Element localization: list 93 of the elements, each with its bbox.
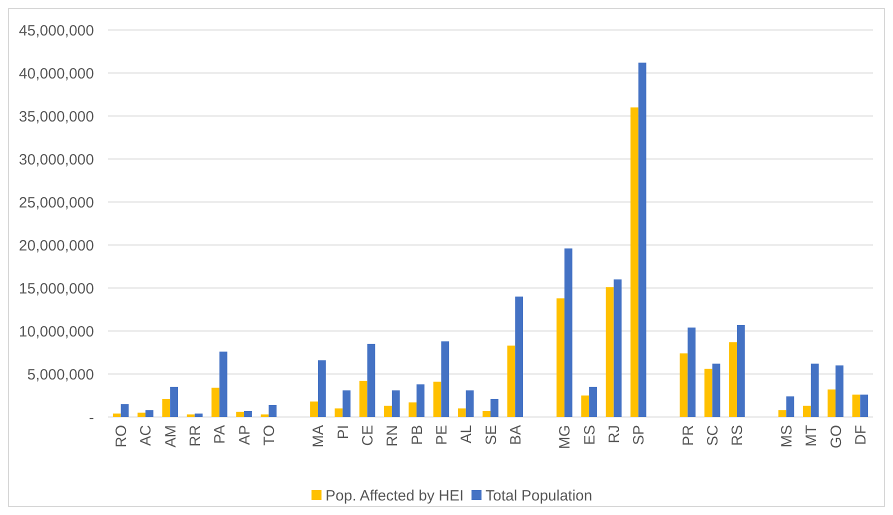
x-tick-label: RN bbox=[384, 425, 402, 447]
bar bbox=[581, 396, 590, 417]
bar bbox=[507, 346, 516, 417]
y-tick-label: 15,000,000 bbox=[18, 280, 94, 298]
bar bbox=[392, 390, 400, 417]
bar bbox=[408, 402, 417, 417]
x-tick-label: CE bbox=[360, 425, 377, 446]
legend-label: Total Population bbox=[486, 487, 592, 504]
bar bbox=[736, 324, 745, 417]
bar bbox=[236, 412, 244, 417]
bar bbox=[433, 382, 442, 417]
y-tick-label: 10,000,000 bbox=[18, 323, 94, 340]
bar bbox=[186, 414, 195, 417]
x-tick-label: TO bbox=[260, 425, 278, 446]
x-tick-label: RS bbox=[729, 425, 746, 446]
bar bbox=[778, 410, 786, 417]
legend-label: Pop. Affected by HEI bbox=[326, 487, 464, 504]
bar bbox=[268, 404, 277, 417]
x-tick-label: SC bbox=[704, 424, 722, 446]
bar bbox=[342, 390, 351, 417]
bar bbox=[212, 388, 220, 417]
x-tick-label: MG bbox=[556, 425, 574, 450]
y-tick-label: 25,000,000 bbox=[18, 194, 94, 212]
bar bbox=[860, 394, 868, 417]
y-tick-label: 40,000,000 bbox=[18, 65, 94, 82]
bar bbox=[384, 406, 392, 417]
x-tick-label: RJ bbox=[606, 425, 623, 444]
bar bbox=[367, 344, 376, 417]
y-tick-label: 20,000,000 bbox=[18, 237, 94, 254]
bar bbox=[359, 380, 368, 417]
bar bbox=[466, 390, 474, 417]
x-tick-label: BA bbox=[507, 425, 524, 446]
bar bbox=[786, 396, 794, 417]
bar bbox=[145, 410, 154, 417]
x-tick-label: PE bbox=[433, 425, 450, 446]
x-tick-label: DF bbox=[852, 425, 870, 445]
bar bbox=[852, 394, 860, 417]
x-tick-label: SE bbox=[482, 425, 500, 446]
bar bbox=[803, 406, 811, 417]
bar bbox=[704, 368, 712, 417]
x-tick-label: RR bbox=[187, 424, 204, 447]
bar bbox=[606, 287, 614, 417]
bar bbox=[810, 364, 819, 417]
bar bbox=[638, 62, 646, 417]
x-tick-label: PB bbox=[408, 425, 426, 446]
y-tick-label: - bbox=[89, 409, 94, 426]
bar bbox=[162, 398, 170, 417]
bar bbox=[515, 296, 524, 417]
x-tick-label: GO bbox=[828, 425, 845, 448]
bar bbox=[458, 408, 466, 417]
y-tick-label: 35,000,000 bbox=[18, 108, 94, 126]
bar bbox=[170, 386, 178, 417]
bar bbox=[112, 414, 121, 417]
x-tick-label: RO bbox=[113, 425, 130, 448]
bar bbox=[334, 408, 343, 417]
bar bbox=[589, 386, 597, 417]
bar bbox=[712, 364, 720, 417]
bar bbox=[219, 352, 228, 417]
bar bbox=[828, 389, 836, 417]
bar bbox=[490, 398, 498, 417]
x-tick-label: PI bbox=[334, 425, 352, 440]
x-tick-label: AM bbox=[162, 425, 180, 448]
bar bbox=[482, 410, 490, 417]
bar bbox=[260, 414, 269, 417]
bar bbox=[556, 298, 564, 417]
x-tick-label: ES bbox=[581, 425, 598, 446]
x-tick-label: MA bbox=[310, 425, 328, 448]
bar bbox=[680, 353, 688, 417]
bar bbox=[564, 248, 572, 417]
bar bbox=[310, 402, 318, 417]
bar bbox=[688, 328, 696, 417]
bar bbox=[138, 412, 146, 417]
bar bbox=[120, 404, 129, 417]
x-tick-label: MT bbox=[803, 425, 820, 447]
bar bbox=[729, 342, 737, 417]
x-tick-label: SP bbox=[630, 425, 648, 446]
y-tick-label: 5,000,000 bbox=[27, 366, 94, 384]
bar bbox=[630, 107, 638, 417]
y-tick-label: 30,000,000 bbox=[18, 151, 94, 168]
bar bbox=[244, 410, 252, 417]
bar bbox=[318, 360, 326, 417]
x-tick-label: AP bbox=[236, 425, 254, 446]
x-tick-label: MS bbox=[778, 425, 796, 448]
bar bbox=[836, 365, 844, 417]
x-tick-label: PA bbox=[212, 425, 229, 444]
x-tick-label: PR bbox=[680, 424, 697, 446]
bar bbox=[614, 279, 622, 417]
y-tick-label: 45,000,000 bbox=[18, 22, 94, 40]
x-tick-label: AL bbox=[458, 425, 476, 444]
bar bbox=[416, 384, 424, 417]
bar bbox=[441, 341, 450, 417]
bar bbox=[194, 414, 203, 417]
x-tick-label: AC bbox=[138, 424, 155, 446]
